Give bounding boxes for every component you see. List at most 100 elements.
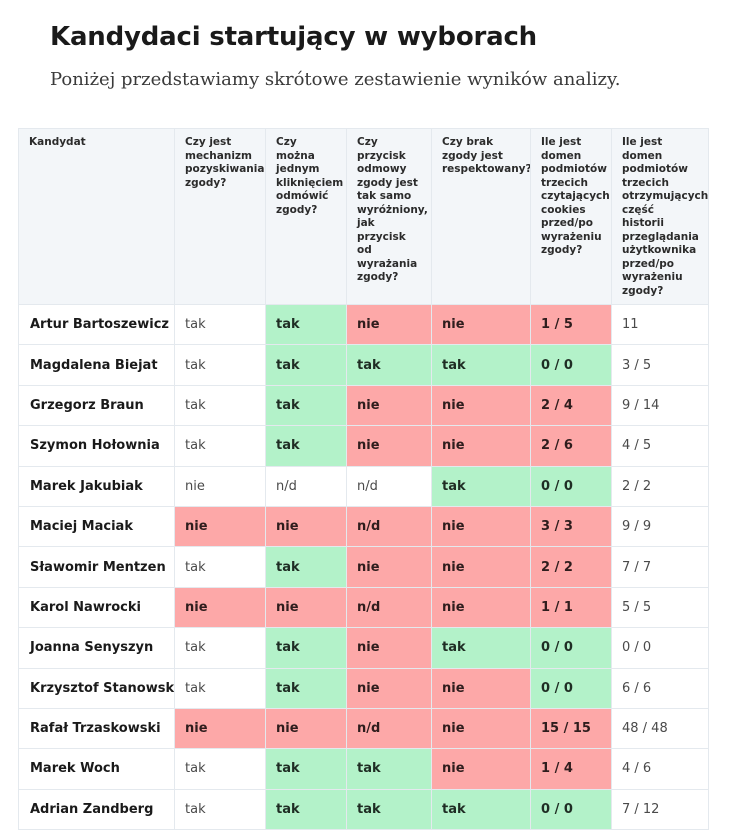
cell-one-click-refusal: tak (265, 667, 347, 709)
candidate-name: Artur Bartoszewicz (18, 303, 175, 346)
cell-refusal-respected: tak (431, 627, 531, 669)
cell-consent-mechanism: tak (174, 748, 266, 790)
cell-cookie-domains: 2 / 2 (530, 546, 612, 588)
cell-history-domains: 4 / 6 (611, 748, 709, 790)
cell-history-domains: 7 / 7 (611, 546, 709, 588)
cell-refusal-respected: nie (431, 707, 531, 750)
page-subtitle: Poniżej przedstawiamy skrótowe zestawien… (50, 69, 621, 90)
cell-equal-prominence: tak (346, 344, 432, 386)
cell-one-click-refusal: n/d (265, 465, 347, 507)
cell-consent-mechanism: nie (174, 465, 266, 507)
cell-consent-mechanism: nie (174, 707, 266, 750)
cell-one-click-refusal: tak (265, 788, 347, 830)
cell-refusal-respected: nie (431, 546, 531, 588)
candidate-name: Szymon Hołownia (18, 425, 175, 467)
candidate-name: Rafał Trzaskowski (18, 707, 175, 750)
cell-history-domains: 0 / 0 (611, 627, 709, 669)
table-row: Rafał Trzaskowski nie nie n/d nie 15 / 15 48 /… (18, 707, 709, 750)
cell-one-click-refusal: nie (265, 707, 347, 750)
cell-cookie-domains: 1 / 1 (530, 586, 612, 629)
candidate-name: Sławomir Mentzen (18, 546, 175, 588)
cell-refusal-respected: tak (431, 344, 531, 386)
cell-history-domains: 5 / 5 (611, 586, 709, 629)
table-body: Artur Bartoszewicz tak tak nie nie 1 / 5 11 Mag… (18, 303, 709, 830)
table-header: Kandydat Czy jest mechanizm pozyskiwania… (18, 128, 709, 305)
cell-history-domains: 3 / 5 (611, 344, 709, 386)
cell-one-click-refusal: nie (265, 505, 347, 548)
cell-cookie-domains: 2 / 4 (530, 384, 612, 427)
header-row: Kandydat Czy jest mechanizm pozyskiwania… (18, 128, 709, 305)
cell-equal-prominence: nie (346, 425, 432, 467)
results-table: Kandydat Czy jest mechanizm pozyskiwania… (18, 128, 709, 830)
cell-one-click-refusal: tak (265, 303, 347, 346)
cell-consent-mechanism: tak (174, 425, 266, 467)
cell-equal-prominence: n/d (346, 505, 432, 548)
cell-one-click-refusal: tak (265, 425, 347, 467)
column-header-cookie-domains: Ile jest domen podmiotów trzecich czytaj… (530, 128, 612, 305)
cell-cookie-domains: 1 / 4 (530, 748, 612, 790)
cell-consent-mechanism: tak (174, 344, 266, 386)
candidate-name: Grzegorz Braun (18, 384, 175, 427)
cell-history-domains: 4 / 5 (611, 425, 709, 467)
cell-cookie-domains: 0 / 0 (530, 627, 612, 669)
cell-refusal-respected: nie (431, 748, 531, 790)
cell-history-domains: 2 / 2 (611, 465, 709, 507)
cell-one-click-refusal: nie (265, 586, 347, 629)
cell-cookie-domains: 15 / 15 (530, 707, 612, 750)
cell-equal-prominence: n/d (346, 707, 432, 750)
cell-refusal-respected: nie (431, 303, 531, 346)
cell-equal-prominence: nie (346, 303, 432, 346)
cell-refusal-respected: nie (431, 667, 531, 709)
cell-history-domains: 9 / 9 (611, 505, 709, 548)
candidate-name: Joanna Senyszyn (18, 627, 175, 669)
cell-one-click-refusal: tak (265, 384, 347, 427)
column-header-history-domains: Ile jest domen podmiotów trzecich otrzym… (611, 128, 709, 305)
column-header-refusal-respected: Czy brak zgody jest respektowany? (431, 128, 531, 305)
cell-history-domains: 6 / 6 (611, 667, 709, 709)
cell-refusal-respected: nie (431, 425, 531, 467)
candidate-name: Karol Nawrocki (18, 586, 175, 629)
cell-cookie-domains: 2 / 6 (530, 425, 612, 467)
cell-refusal-respected: tak (431, 465, 531, 507)
candidate-name: Adrian Zandberg (18, 788, 175, 830)
cell-cookie-domains: 0 / 0 (530, 465, 612, 507)
candidate-name: Marek Jakubiak (18, 465, 175, 507)
cell-cookie-domains: 0 / 0 (530, 667, 612, 709)
cell-consent-mechanism: tak (174, 667, 266, 709)
cell-consent-mechanism: tak (174, 303, 266, 346)
cell-consent-mechanism: tak (174, 788, 266, 830)
cell-consent-mechanism: nie (174, 586, 266, 629)
cell-history-domains: 9 / 14 (611, 384, 709, 427)
candidate-name: Krzysztof Stanowski (18, 667, 175, 709)
cell-refusal-respected: nie (431, 505, 531, 548)
cell-equal-prominence: n/d (346, 465, 432, 507)
cell-consent-mechanism: nie (174, 505, 266, 548)
cell-history-domains: 48 / 48 (611, 707, 709, 750)
cell-cookie-domains: 0 / 0 (530, 788, 612, 830)
cell-refusal-respected: nie (431, 384, 531, 427)
cell-refusal-respected: tak (431, 788, 531, 830)
cell-equal-prominence: nie (346, 667, 432, 709)
cell-one-click-refusal: tak (265, 344, 347, 386)
column-header-consent-mechanism: Czy jest mechanizm pozyskiwania zgody? (174, 128, 266, 305)
cell-equal-prominence: nie (346, 627, 432, 669)
cell-history-domains: 11 (611, 303, 709, 346)
cell-equal-prominence: nie (346, 384, 432, 427)
column-header-candidate: Kandydat (18, 128, 175, 305)
table-row: Artur Bartoszewicz tak tak nie nie 1 / 5 11 (18, 303, 709, 346)
candidate-name: Marek Woch (18, 748, 175, 790)
cell-cookie-domains: 3 / 3 (530, 505, 612, 548)
cell-consent-mechanism: tak (174, 546, 266, 588)
page-title: Kandydaci startujący w wyborach (50, 22, 537, 52)
cell-equal-prominence: tak (346, 748, 432, 790)
cell-equal-prominence: n/d (346, 586, 432, 629)
